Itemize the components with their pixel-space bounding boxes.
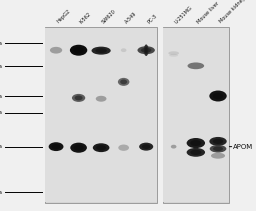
Ellipse shape	[187, 148, 205, 157]
Ellipse shape	[70, 143, 87, 153]
Text: A-549: A-549	[124, 11, 137, 24]
Text: Mouse kidney: Mouse kidney	[218, 0, 246, 24]
Ellipse shape	[121, 48, 126, 52]
Ellipse shape	[209, 91, 227, 101]
Bar	[163, 28, 229, 202]
Ellipse shape	[70, 45, 87, 56]
Ellipse shape	[139, 143, 153, 151]
Text: SW620: SW620	[101, 8, 117, 24]
Ellipse shape	[213, 146, 223, 151]
Ellipse shape	[95, 48, 107, 53]
Ellipse shape	[171, 145, 176, 149]
Ellipse shape	[144, 44, 148, 56]
Ellipse shape	[187, 138, 205, 148]
Ellipse shape	[168, 51, 179, 55]
Ellipse shape	[118, 145, 129, 151]
Bar	[45, 28, 157, 202]
Text: PC-3: PC-3	[146, 13, 158, 24]
Ellipse shape	[92, 47, 111, 55]
Text: 70kDa: 70kDa	[0, 41, 3, 46]
Ellipse shape	[209, 137, 227, 146]
Text: HepG2: HepG2	[56, 9, 72, 24]
Ellipse shape	[72, 94, 85, 102]
Text: APOM: APOM	[233, 144, 253, 150]
Ellipse shape	[213, 139, 223, 144]
Text: 55kDa: 55kDa	[0, 64, 3, 69]
Ellipse shape	[210, 145, 226, 153]
Text: U-251MG: U-251MG	[174, 5, 193, 24]
Text: 15kDa: 15kDa	[0, 189, 3, 195]
Ellipse shape	[187, 62, 204, 69]
Text: Mouse liver: Mouse liver	[196, 0, 220, 24]
Ellipse shape	[213, 93, 223, 99]
Ellipse shape	[96, 96, 106, 102]
Ellipse shape	[74, 145, 83, 151]
Ellipse shape	[74, 96, 83, 100]
Bar	[163, 27, 229, 203]
Text: 35kDa: 35kDa	[0, 110, 3, 115]
Ellipse shape	[141, 48, 151, 53]
Ellipse shape	[169, 54, 178, 57]
Ellipse shape	[190, 140, 201, 146]
Ellipse shape	[137, 46, 155, 54]
Ellipse shape	[50, 47, 62, 54]
Ellipse shape	[145, 47, 147, 54]
Ellipse shape	[96, 145, 106, 150]
Text: 25kDa: 25kDa	[0, 144, 3, 149]
Ellipse shape	[211, 153, 225, 159]
Ellipse shape	[93, 143, 110, 152]
Ellipse shape	[49, 142, 63, 151]
Bar	[45, 27, 157, 203]
Ellipse shape	[120, 80, 127, 84]
Ellipse shape	[118, 78, 130, 86]
Ellipse shape	[190, 150, 201, 155]
Text: 40kDa: 40kDa	[0, 93, 3, 99]
Text: K-562: K-562	[79, 11, 92, 24]
Ellipse shape	[142, 144, 150, 149]
Ellipse shape	[52, 144, 60, 149]
Ellipse shape	[73, 47, 84, 54]
